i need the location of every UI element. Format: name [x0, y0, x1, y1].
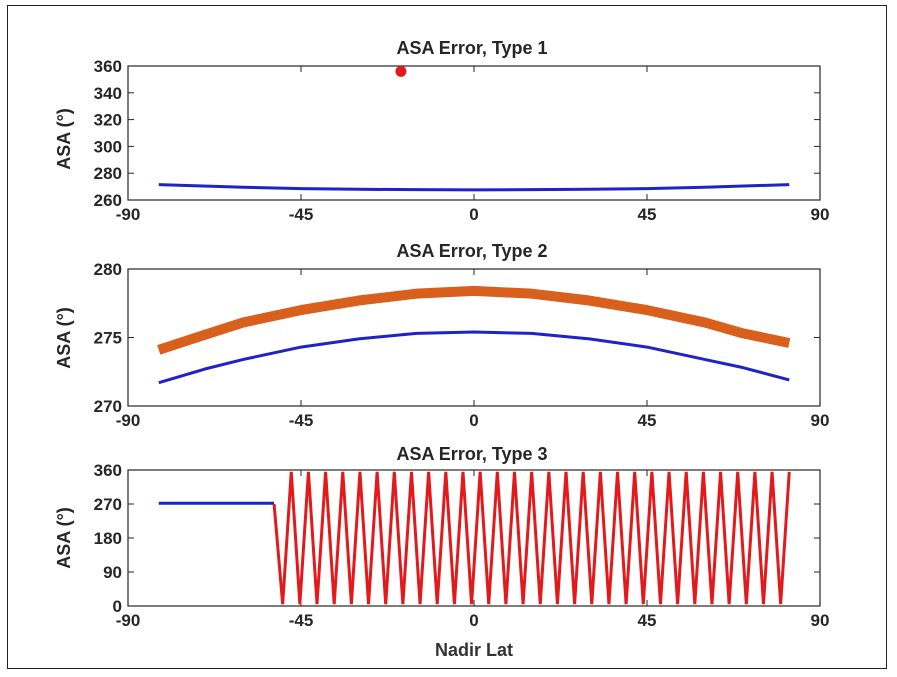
x-tick-label: -90: [116, 205, 141, 224]
y-tick-label: 320: [94, 111, 122, 130]
y-tick-label: 360: [94, 461, 122, 480]
panel-1-ticks: -90 -45 0 45 90 260 280 300 320 340 360: [94, 57, 830, 224]
x-tick-label: 90: [811, 411, 830, 430]
x-tick-label: 90: [811, 205, 830, 224]
panel-2-series: [157, 285, 791, 385]
x-tick-label: -90: [116, 411, 141, 430]
panel-2-ylabel: ASA (°): [54, 307, 74, 369]
panel-1-title: ASA Error, Type 1: [396, 38, 547, 58]
y-tick-label: 270: [94, 397, 122, 416]
panel-3-ticks: -90 -45 0 45 90 0 90 180 270 360: [94, 461, 830, 630]
noisy-series-band: [157, 285, 791, 355]
panel-3-title: ASA Error, Type 3: [396, 444, 547, 464]
y-tick-label: 300: [94, 137, 122, 156]
panel-3-series: [158, 471, 791, 605]
x-tick-label: 0: [469, 611, 478, 630]
panel-1-series: [158, 65, 790, 192]
sawtooth-series-line: [272, 471, 791, 605]
series-line: [158, 183, 790, 192]
x-tick-label: -45: [289, 411, 314, 430]
panel-3-xlabel: Nadir Lat: [435, 640, 513, 660]
x-tick-label: -45: [289, 205, 314, 224]
x-tick-label: 45: [638, 205, 657, 224]
x-tick-label: -45: [289, 611, 314, 630]
data-point: [395, 65, 407, 77]
y-tick-label: 0: [113, 597, 122, 616]
y-tick-label: 280: [94, 164, 122, 183]
panel-2-ticks: -90 -45 0 45 90 270 275 280: [94, 260, 830, 430]
y-tick-label: 180: [94, 529, 122, 548]
x-tick-label: 45: [638, 411, 657, 430]
panel-3: ASA Error, Type 3 ASA (°) -90 -45 0 45 90 0 90…: [54, 444, 829, 660]
panel-2-title: ASA Error, Type 2: [396, 241, 547, 261]
series-line: [158, 330, 790, 385]
x-tick-label: 0: [469, 205, 478, 224]
y-tick-label: 90: [103, 563, 122, 582]
y-tick-label: 260: [94, 191, 122, 210]
panel-1-ylabel: ASA (°): [54, 108, 74, 170]
y-tick-label: 360: [94, 57, 122, 76]
x-tick-label: 90: [811, 611, 830, 630]
y-tick-label: 270: [94, 495, 122, 514]
panel-1-axes: [127, 65, 821, 201]
y-tick-label: 275: [94, 329, 122, 348]
x-tick-label: -90: [116, 611, 141, 630]
panel-2: ASA Error, Type 2 ASA (°) -90 -45 0 45 90 270…: [54, 241, 829, 430]
y-tick-label: 340: [94, 84, 122, 103]
y-tick-label: 280: [94, 260, 122, 279]
x-tick-label: 0: [469, 411, 478, 430]
panel-3-ylabel: ASA (°): [54, 507, 74, 569]
x-tick-label: 45: [638, 611, 657, 630]
panel-1: ASA Error, Type 1 ASA (°) -90 -45 0 45 90 260…: [54, 38, 829, 224]
